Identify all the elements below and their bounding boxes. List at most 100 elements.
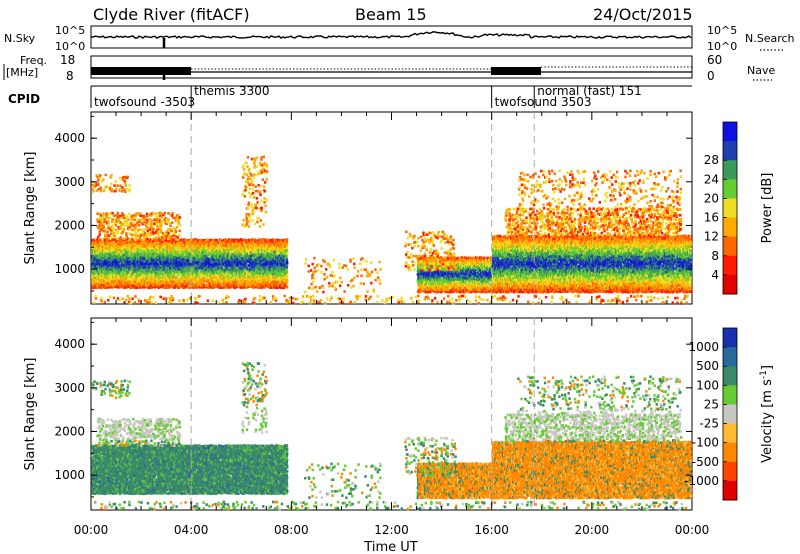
data-cell	[225, 242, 228, 246]
data-cell	[199, 284, 203, 287]
data-cell	[163, 211, 167, 215]
data-cell	[186, 275, 189, 278]
data-cell	[91, 275, 94, 279]
data-cell	[193, 261, 197, 265]
data-cell	[162, 284, 165, 287]
data-cell	[180, 282, 183, 285]
data-cell	[132, 276, 135, 280]
data-cell	[114, 223, 118, 227]
data-cell	[223, 270, 226, 273]
data-cell	[177, 280, 180, 283]
data-cell	[285, 270, 289, 274]
data-cell	[285, 246, 288, 250]
data-cell	[168, 264, 171, 267]
data-cell	[142, 268, 145, 271]
data-cell	[150, 245, 153, 248]
data-cell	[209, 246, 212, 249]
data-cell	[165, 265, 168, 269]
data-cell	[108, 286, 111, 289]
data-cell	[246, 165, 249, 168]
data-cell	[119, 276, 122, 280]
data-cell	[260, 266, 263, 270]
data-cell	[176, 264, 179, 267]
data-cell	[200, 264, 203, 268]
data-cell	[101, 254, 104, 258]
data-cell	[220, 244, 224, 248]
data-cell	[134, 212, 137, 216]
data-cell	[138, 268, 141, 272]
data-cell	[228, 238, 231, 241]
data-cell	[126, 266, 129, 270]
data-cell	[142, 262, 145, 265]
data-cell	[122, 258, 125, 262]
data-cell	[109, 262, 112, 265]
data-cell	[221, 256, 225, 259]
data-cell	[193, 242, 196, 246]
data-cell	[122, 244, 125, 247]
data-cell	[103, 279, 106, 283]
data-cell	[154, 243, 157, 246]
data-cell	[140, 276, 143, 280]
data-cell	[131, 265, 134, 269]
data-cell	[106, 281, 109, 285]
data-cell	[133, 270, 136, 273]
data-cell	[120, 268, 123, 271]
data-cell	[113, 251, 117, 254]
nsky-strip: N.Sky 10^5 10^0 10^5 10^0 N.Search	[4, 24, 795, 53]
data-cell	[177, 213, 180, 217]
data-cell	[146, 270, 149, 273]
data-cell	[145, 285, 149, 289]
data-cell	[176, 282, 179, 285]
data-cell	[226, 250, 229, 254]
data-cell	[221, 273, 224, 277]
data-cell	[96, 270, 100, 273]
data-cell	[121, 268, 125, 272]
data-cell	[178, 260, 182, 263]
data-cell	[133, 238, 137, 241]
data-cell	[167, 278, 171, 282]
data-cell	[247, 206, 250, 210]
data-cell	[139, 280, 142, 283]
data-cell	[246, 156, 250, 159]
data-cell	[201, 268, 204, 272]
data-cell	[181, 239, 184, 242]
data-cell	[104, 173, 107, 177]
data-cell	[96, 255, 99, 258]
data-cell	[201, 251, 204, 254]
data-cell	[196, 262, 199, 265]
data-cell	[155, 261, 158, 265]
data-cell	[214, 270, 217, 273]
data-cell	[162, 274, 165, 277]
data-cell	[165, 253, 169, 257]
data-cell	[115, 255, 119, 258]
data-cell	[209, 270, 212, 274]
data-cell	[217, 267, 220, 271]
data-cell	[175, 264, 178, 268]
data-cell	[100, 266, 103, 270]
data-cell	[105, 185, 108, 188]
data-cell	[139, 212, 142, 215]
data-cell	[123, 273, 126, 277]
data-cell	[204, 275, 208, 279]
data-cell	[197, 278, 200, 281]
data-cell	[199, 280, 202, 283]
data-cell	[156, 225, 160, 229]
data-cell	[143, 283, 146, 286]
data-cell	[183, 272, 186, 276]
data-cell	[245, 173, 249, 177]
data-cell	[116, 260, 119, 263]
data-cell	[122, 237, 126, 241]
station-title: Clyde River (fitACF)	[93, 5, 250, 24]
data-cell	[191, 285, 194, 289]
data-cell	[167, 212, 170, 215]
data-cell	[107, 252, 111, 256]
nsky-tick-bottom-right: 10^0	[707, 40, 737, 53]
data-cell	[121, 280, 124, 283]
data-cell	[155, 280, 159, 283]
data-cell	[112, 244, 115, 248]
data-cell	[109, 256, 112, 259]
data-cell	[147, 262, 150, 266]
data-cell	[154, 271, 157, 275]
data-cell	[129, 270, 132, 274]
